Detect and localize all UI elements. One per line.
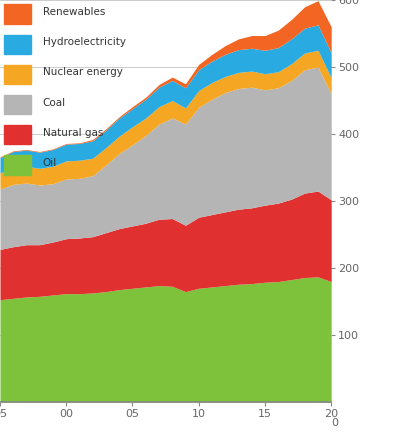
Text: Oil: Oil <box>43 158 57 168</box>
Text: Coal: Coal <box>43 98 66 108</box>
FancyBboxPatch shape <box>4 65 31 84</box>
Text: Natural gas: Natural gas <box>43 128 103 138</box>
FancyBboxPatch shape <box>4 95 31 114</box>
FancyBboxPatch shape <box>4 155 31 175</box>
FancyBboxPatch shape <box>4 34 31 54</box>
Text: Renewables: Renewables <box>43 7 105 17</box>
FancyBboxPatch shape <box>4 4 31 24</box>
Text: Hydroelectricity: Hydroelectricity <box>43 37 126 47</box>
Text: Nuclear energy: Nuclear energy <box>43 68 122 77</box>
FancyBboxPatch shape <box>4 125 31 145</box>
Text: 0: 0 <box>330 418 337 428</box>
